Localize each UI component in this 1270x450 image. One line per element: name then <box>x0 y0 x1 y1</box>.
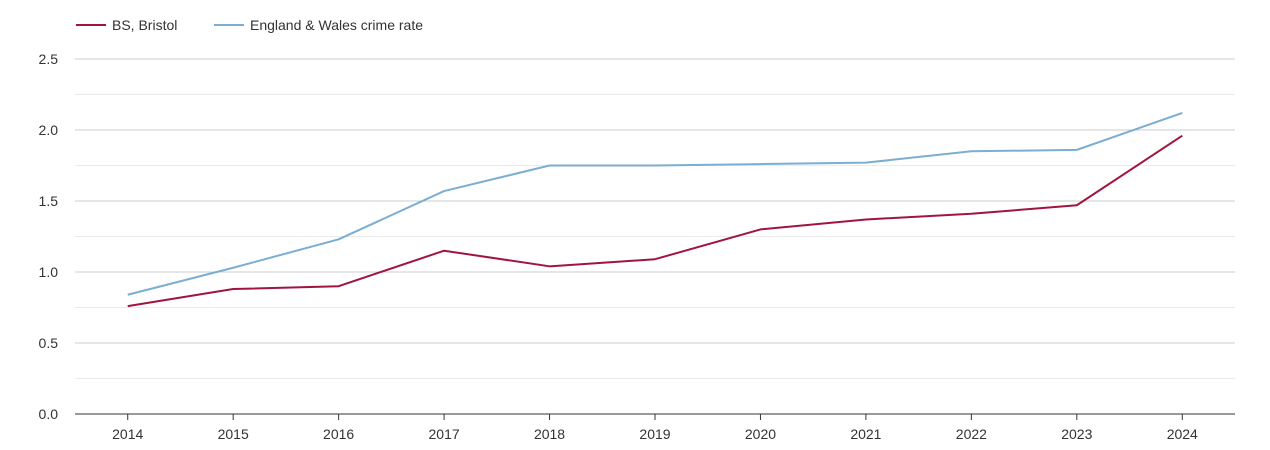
data-point-bristol[interactable] <box>864 217 868 221</box>
data-point-england-wales[interactable] <box>653 164 657 168</box>
x-tick-label: 2014 <box>112 426 143 442</box>
data-point-england-wales[interactable] <box>548 164 552 168</box>
x-tick-label: 2019 <box>639 426 670 442</box>
series-line-bristol[interactable] <box>127 134 1183 308</box>
x-tick-label: 2018 <box>534 426 565 442</box>
data-point-england-wales[interactable] <box>337 237 341 241</box>
y-tick-label: 0.5 <box>39 335 59 351</box>
grid-lines <box>75 58 1235 379</box>
y-tick-label: 1.5 <box>39 193 59 209</box>
x-tick-label: 2024 <box>1167 426 1198 442</box>
data-point-england-wales[interactable] <box>969 149 973 153</box>
x-tick-label: 2016 <box>323 426 354 442</box>
x-tick-label: 2017 <box>429 426 460 442</box>
x-tick-label: 2020 <box>745 426 776 442</box>
series-lines <box>126 111 1184 308</box>
data-point-bristol[interactable] <box>548 264 552 268</box>
x-tick-label: 2015 <box>218 426 249 442</box>
x-tick-label: 2021 <box>850 426 881 442</box>
data-point-bristol[interactable] <box>231 287 235 291</box>
data-point-bristol[interactable] <box>1180 134 1184 138</box>
data-point-bristol[interactable] <box>1075 203 1079 207</box>
legend: BS, Bristol England & Wales crime rate <box>76 17 423 33</box>
y-tick-label: 2.0 <box>39 122 59 138</box>
legend-label-bristol: BS, Bristol <box>112 17 177 33</box>
legend-item-england-wales[interactable]: England & Wales crime rate <box>214 17 423 33</box>
data-point-bristol[interactable] <box>758 227 762 231</box>
data-point-england-wales[interactable] <box>126 293 130 297</box>
legend-label-england-wales: England & Wales crime rate <box>250 17 423 33</box>
y-tick-label: 2.5 <box>39 51 59 67</box>
y-tick-label: 1.0 <box>39 264 59 280</box>
x-tick-label: 2022 <box>956 426 987 442</box>
data-point-bristol[interactable] <box>969 212 973 216</box>
data-point-england-wales[interactable] <box>758 162 762 166</box>
data-point-england-wales[interactable] <box>864 161 868 165</box>
axes: 0.0 0.5 1.0 1.5 2.0 2.5 2014 2015 2016 2017 2018 20… <box>39 51 1235 442</box>
data-point-england-wales[interactable] <box>1075 148 1079 152</box>
data-point-england-wales[interactable] <box>1180 111 1184 115</box>
legend-item-bristol[interactable]: BS, Bristol <box>76 17 177 33</box>
y-tick-label: 0.0 <box>39 406 59 422</box>
data-point-england-wales[interactable] <box>442 189 446 193</box>
data-point-bristol[interactable] <box>126 304 130 308</box>
data-point-england-wales[interactable] <box>231 266 235 270</box>
data-point-bristol[interactable] <box>653 257 657 261</box>
x-tick-label: 2023 <box>1061 426 1092 442</box>
data-point-bristol[interactable] <box>337 284 341 288</box>
series-line-england-wales[interactable] <box>127 112 1183 296</box>
data-point-bristol[interactable] <box>442 249 446 253</box>
